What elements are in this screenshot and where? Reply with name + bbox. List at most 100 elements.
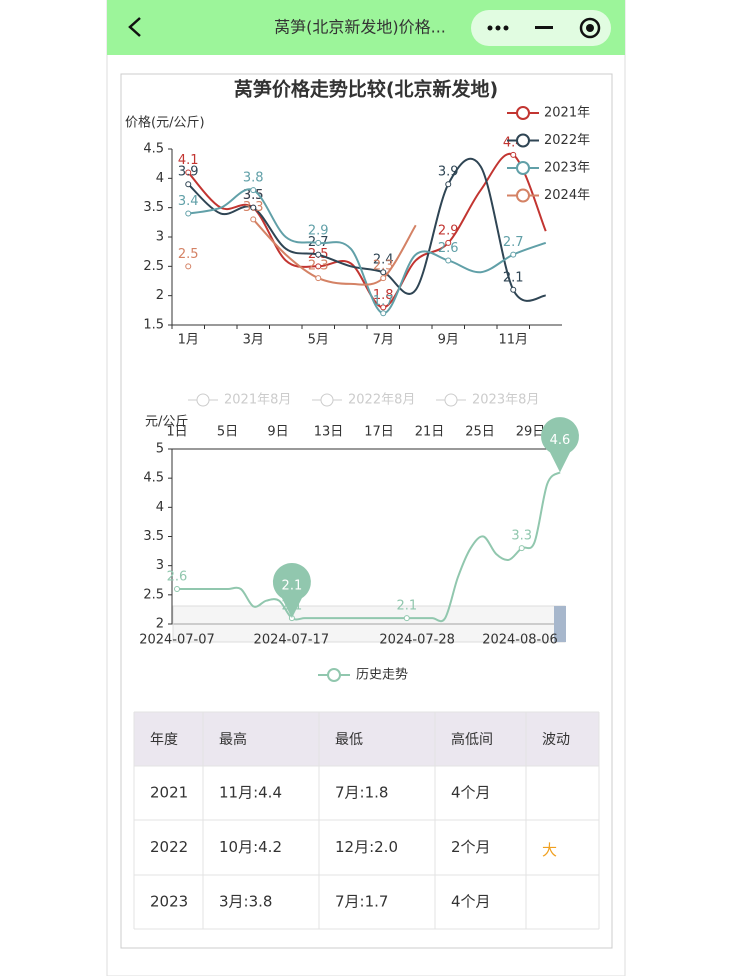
x2-tick-label: 9日 xyxy=(267,425,288,440)
y-tick-label: 5 xyxy=(156,442,164,457)
data-label: 2.1 xyxy=(503,270,524,285)
table-cell: 12月:2.0 xyxy=(335,838,398,856)
data-label: 2.9 xyxy=(438,223,459,238)
close-button[interactable] xyxy=(579,17,601,39)
table-cell: 7月:1.8 xyxy=(335,784,388,802)
table-header: 最高 xyxy=(219,731,247,748)
legend-icon xyxy=(516,161,530,175)
table-header: 高低间 xyxy=(451,731,493,748)
table-cell: 3月:3.8 xyxy=(219,893,272,911)
data-label: 2.1 xyxy=(396,599,417,614)
point xyxy=(315,251,322,258)
table-cell: 2022 xyxy=(150,838,188,856)
legend-icon xyxy=(320,393,334,407)
legend-icon xyxy=(444,393,458,407)
y-tick-label: 1.5 xyxy=(143,318,164,333)
x-tick-label: 2024-07-17 xyxy=(254,633,330,648)
table-cell: 4个月 xyxy=(451,893,491,911)
x-tick-label: 7月 xyxy=(373,333,394,348)
x-tick-label: 11月 xyxy=(498,333,528,348)
data-label: 3.3 xyxy=(243,200,264,215)
x-tick-label: 3月 xyxy=(243,333,264,348)
legend-icon xyxy=(196,393,210,407)
y-tick-label: 4.5 xyxy=(143,471,164,486)
table-cell: 4个月 xyxy=(451,784,491,802)
point xyxy=(185,263,192,270)
data-label: 3.8 xyxy=(243,171,264,186)
data-label: 4.1 xyxy=(178,153,199,168)
table-header-bg xyxy=(134,712,599,766)
point xyxy=(315,263,322,270)
y-axis-label: 元/公斤 xyxy=(145,415,188,430)
table-cell: 大 xyxy=(542,841,557,859)
point xyxy=(185,169,192,176)
y-tick-label: 4 xyxy=(156,500,164,515)
legend-label: 历史走势 xyxy=(356,667,408,683)
x2-tick-label: 29日 xyxy=(516,425,546,440)
point xyxy=(380,310,387,317)
y-tick-label: 4.5 xyxy=(143,142,164,157)
point xyxy=(315,239,322,246)
series-line xyxy=(177,471,561,623)
point xyxy=(250,204,257,211)
point xyxy=(315,275,322,282)
table-cell: 10月:4.2 xyxy=(219,838,282,856)
y-tick-label: 3.5 xyxy=(143,200,164,215)
legend-icon xyxy=(516,106,530,120)
back-button[interactable] xyxy=(128,17,141,37)
x2-tick-label: 21日 xyxy=(415,425,445,440)
legend-icon xyxy=(516,188,530,203)
legend-label: 2024年 xyxy=(544,188,590,203)
y-tick-label: 2 xyxy=(156,288,164,303)
point xyxy=(445,257,452,264)
more-button[interactable] xyxy=(487,25,509,31)
y-tick-label: 4 xyxy=(156,171,164,186)
legend-label: 2022年 xyxy=(544,133,590,148)
data-label: 3.3 xyxy=(511,529,532,544)
x-tick-label: 2024-07-07 xyxy=(139,633,215,648)
table-cell: 7月:1.7 xyxy=(335,893,388,911)
data-label: 2.3 xyxy=(373,259,394,274)
table-header: 最低 xyxy=(335,732,363,748)
point xyxy=(518,545,525,552)
y-tick-label: 3.5 xyxy=(143,529,164,544)
data-label: 3.9 xyxy=(438,165,459,180)
x2-tick-label: 13日 xyxy=(314,425,344,440)
point xyxy=(510,286,517,293)
point xyxy=(510,151,517,158)
point xyxy=(510,251,517,258)
card xyxy=(120,73,613,949)
table-cell: 2023 xyxy=(150,893,188,911)
point xyxy=(380,275,387,282)
point xyxy=(174,586,180,592)
point xyxy=(185,210,192,217)
data-label: 2.9 xyxy=(308,223,329,238)
data-label: 2.5 xyxy=(178,247,199,262)
x2-tick-label: 5日 xyxy=(217,425,238,440)
x-tick-label: 2024-08-06 xyxy=(482,633,558,648)
data-label: 2.7 xyxy=(503,235,524,250)
data-label: 1.7 xyxy=(373,294,394,309)
minimize-button[interactable] xyxy=(535,26,553,29)
data-label: 3.5 xyxy=(243,188,264,203)
marker-label: 4.6 xyxy=(550,433,571,448)
data-label: 2.6 xyxy=(438,241,459,256)
y-tick-label: 3 xyxy=(156,558,164,573)
point xyxy=(380,269,387,276)
x2-tick-label: 25日 xyxy=(465,425,495,440)
y-axis-label: 价格(元/公斤) xyxy=(125,115,205,131)
data-label: 2.6 xyxy=(167,570,188,585)
table-cell: 2个月 xyxy=(451,838,491,856)
x-tick-label: 2024-07-28 xyxy=(379,633,455,648)
zoom-slider[interactable] xyxy=(172,605,566,643)
x-tick-label: 5月 xyxy=(308,333,329,348)
data-label: 1.8 xyxy=(373,288,394,303)
table-header: 波动 xyxy=(542,732,570,748)
series-line xyxy=(252,218,417,286)
zoom-handle[interactable] xyxy=(554,606,566,642)
nav-title: 莴笋(北京新发地)价格... xyxy=(274,18,446,37)
data-label: 3.5 xyxy=(243,188,264,203)
table-header: 年度 xyxy=(150,732,178,748)
